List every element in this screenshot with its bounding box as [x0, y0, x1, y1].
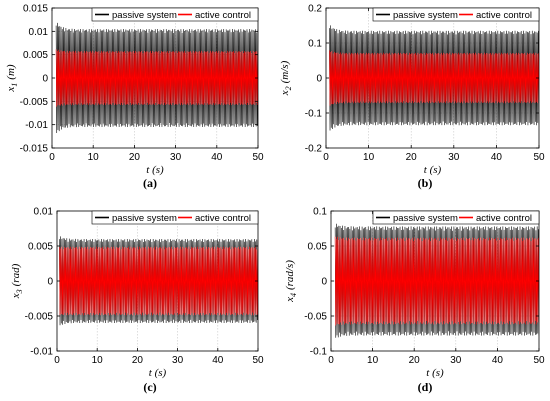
y-tick-label: 0: [316, 74, 322, 85]
x-tick-label: 30: [170, 152, 182, 163]
chart-panel: 0 10 20 30 40 50 -0.1 -0.05 0 0.05 0.1 t (s) x4 (rad/…: [284, 207, 545, 395]
y-axis-label-unit: (m/s): [279, 60, 291, 83]
x-tick-label: 40: [492, 355, 504, 366]
y-tick-label: 0.2: [308, 4, 322, 15]
y-axis-label-subscript: 2: [284, 86, 293, 90]
x-tick-label: 10: [363, 152, 375, 163]
y-tick-label: 0: [321, 277, 327, 288]
chart-panel: 0 10 20 30 40 50 -0.015 -0.01 -0.005 0 0.005 0.01 0.…: [5, 4, 264, 191]
y-tick-label: 0.1: [313, 207, 327, 218]
y-tick-label: 0.01: [34, 207, 54, 218]
y-tick-label: 0.1: [308, 39, 322, 50]
panel-caption: (d): [418, 380, 433, 394]
legend-label: passive system: [112, 213, 177, 224]
legend-box: [91, 210, 259, 225]
x-axis-label: t (s): [146, 164, 164, 176]
x-tick-label: 20: [129, 152, 141, 163]
series-line: [334, 236, 539, 326]
series-line: [55, 22, 258, 134]
y-tick-label: -0.2: [305, 144, 323, 155]
y-tick-label: -0.1: [305, 109, 323, 120]
y-axis-label-unit: (rad/s): [284, 260, 296, 290]
x-tick-label: 50: [533, 152, 545, 163]
legend-label: passive system: [393, 10, 458, 21]
y-axis-label-unit: (m): [5, 64, 17, 80]
x-tick-label: 10: [367, 355, 379, 366]
y-tick-label: -0.05: [304, 312, 327, 323]
x-tick-label: 40: [212, 355, 224, 366]
chart-panel: 0 10 20 30 40 50 -0.01 -0.005 0 0.005 0.01 t (s) x3 (…: [10, 207, 264, 395]
y-tick-label: -0.01: [25, 120, 48, 131]
x-axis-label: t (s): [424, 164, 442, 176]
y-tick-label: 0.05: [308, 242, 328, 253]
panel-caption: (b): [418, 176, 433, 190]
y-tick-label: -0.015: [20, 144, 49, 155]
legend-box: [91, 7, 259, 22]
x-tick-label: 30: [172, 355, 184, 366]
y-tick-label: -0.01: [30, 347, 53, 358]
y-axis-label: x3 (rad): [10, 263, 24, 299]
legend-label: active control: [476, 213, 532, 224]
x-tick-label: 40: [211, 152, 223, 163]
legend-box: [372, 7, 540, 22]
x-tick-label: 0: [323, 152, 329, 163]
legend-label: active control: [195, 213, 251, 224]
series-line: [55, 49, 258, 107]
x-tick-label: 20: [409, 355, 421, 366]
x-tick-label: 10: [92, 355, 104, 366]
x-tick-label: 10: [88, 152, 100, 163]
x-tick-label: 50: [252, 152, 264, 163]
y-tick-label: 0.01: [29, 27, 49, 38]
y-tick-label: 0.005: [23, 50, 48, 61]
y-tick-label: 0: [47, 277, 53, 288]
y-axis-label-var: x: [279, 90, 291, 96]
x-axis-label: t (s): [149, 367, 167, 379]
legend-label: passive system: [393, 213, 458, 224]
x-tick-label: 0: [328, 355, 334, 366]
x-tick-label: 30: [450, 355, 462, 366]
y-axis-label-subscript: 3: [15, 289, 24, 294]
y-axis-label-var: x: [284, 297, 296, 303]
chart-panel: 0 10 20 30 40 50 -0.2 -0.1 0 0.1 0.2 t (s) x2 (m/s) pa…: [279, 4, 545, 191]
y-tick-label: -0.005: [20, 97, 49, 108]
y-axis-label: x4 (rad/s): [284, 260, 298, 303]
y-axis-label-var: x: [5, 87, 17, 93]
x-tick-label: 0: [49, 152, 55, 163]
panel-caption: (c): [143, 380, 156, 394]
x-tick-label: 50: [252, 355, 264, 366]
legend-label: active control: [476, 10, 532, 21]
x-axis-label: t (s): [426, 367, 444, 379]
x-tick-label: 40: [491, 152, 503, 163]
y-axis-label-var: x: [10, 293, 22, 299]
x-tick-label: 50: [533, 355, 545, 366]
y-axis-label: x2 (m/s): [279, 60, 293, 96]
y-tick-label: -0.005: [25, 312, 54, 323]
x-tick-label: 20: [406, 152, 418, 163]
y-tick-label: 0.005: [28, 242, 53, 253]
x-tick-label: 0: [54, 355, 60, 366]
x-tick-label: 20: [132, 355, 144, 366]
y-axis-label-subscript: 4: [289, 293, 298, 297]
legend-label: active control: [195, 10, 251, 21]
panel-caption: (a): [143, 176, 157, 190]
x-tick-label: 30: [448, 152, 460, 163]
y-axis-label-subscript: 1: [10, 83, 19, 87]
y-axis-label: x1 (m): [5, 64, 19, 92]
y-tick-label: 0.015: [23, 4, 48, 15]
legend-label: passive system: [112, 10, 177, 21]
series-line: [59, 246, 258, 316]
y-tick-label: 0: [42, 74, 48, 85]
y-axis-label-unit: (rad): [10, 263, 22, 286]
legend-box: [372, 210, 540, 225]
series-line: [329, 50, 539, 106]
y-tick-label: -0.1: [310, 347, 328, 358]
